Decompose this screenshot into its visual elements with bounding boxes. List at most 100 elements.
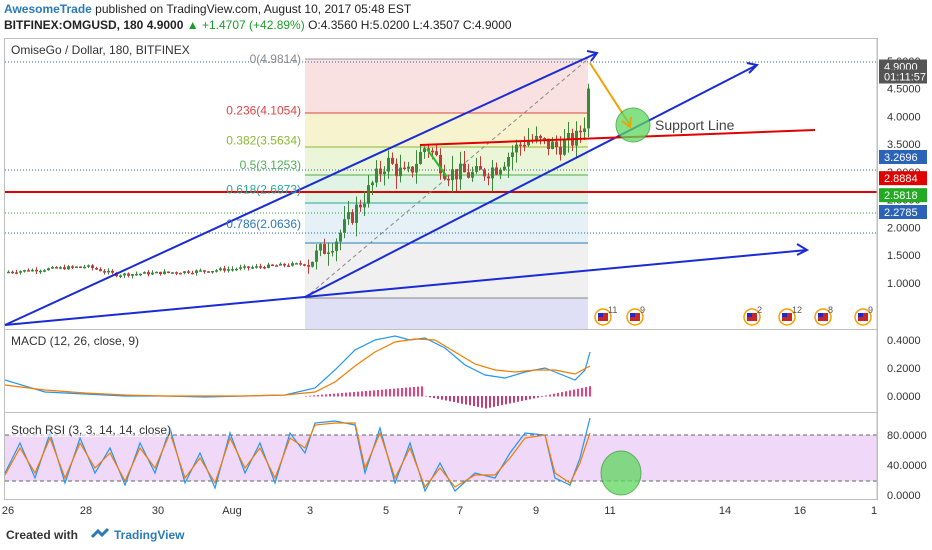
candle [435, 144, 438, 157]
main-pane-title: OmiseGo / Dollar, 180, BITFINEX [11, 43, 190, 57]
macd-histogram-bar [521, 396, 523, 401]
candle [563, 129, 566, 156]
macd-pane[interactable]: 0.4000 0.2000 0.0000 MACD (12, 26, close, … [4, 329, 921, 413]
macd-histogram-bar [581, 387, 583, 397]
candle [359, 199, 362, 212]
candle [399, 154, 402, 183]
fib-level-label: 0.786(2.0636) [226, 217, 301, 231]
candle [267, 262, 270, 269]
rsi-tick-label: 40.0000 [887, 460, 927, 472]
macd-histogram-bar [425, 396, 427, 397]
economic-event-flag-icon[interactable]: 9 [854, 305, 873, 326]
economic-event-flag-icon[interactable]: 11 [594, 305, 617, 326]
price-tick-label: 1.5000 [887, 250, 921, 262]
candle [95, 266, 98, 270]
svg-text:2.5818: 2.5818 [884, 190, 918, 202]
candle [155, 271, 158, 274]
candle [19, 270, 22, 275]
candle [171, 272, 174, 274]
candle [51, 265, 54, 270]
stoch-rsi-pane-title: Stoch RSI (3, 3, 14, 14, close) [11, 423, 172, 437]
candle [423, 146, 426, 159]
time-tick-label: 3 [307, 505, 313, 517]
candle [483, 167, 486, 181]
economic-event-flag-icon[interactable]: 2 [743, 305, 762, 326]
candle [187, 269, 190, 274]
economic-event-flag-icon[interactable]: 12 [778, 305, 802, 326]
economic-event-flag-icon[interactable]: 8 [814, 305, 833, 326]
fib-level-label: 0.5(3.1253) [240, 158, 301, 172]
candle [199, 268, 202, 272]
candle [207, 271, 210, 273]
macd-histogram-bar [481, 396, 483, 408]
macd-histogram-bar [409, 387, 411, 397]
price-tick-label: 4.5000 [887, 84, 921, 96]
macd-histogram-bar [561, 392, 563, 397]
time-tick-label: 28 [80, 505, 92, 517]
candle [195, 269, 198, 276]
price-pane[interactable]: 0(4.9814) 0.236(4.1054) 0.382(3.5634) 0.5(3… [4, 38, 927, 330]
change-text: +1.4707 (+42.89%) [201, 18, 305, 32]
candle [47, 267, 50, 271]
macd-histogram-bar [589, 386, 591, 397]
candle [479, 156, 482, 170]
macd-histogram-bar [493, 396, 495, 407]
tradingview-brand-link[interactable]: TradingView [114, 528, 185, 542]
candle [7, 270, 10, 274]
tradingview-logo-icon [90, 527, 110, 544]
author-name[interactable]: AwesomeTrade [4, 2, 92, 16]
candle [251, 265, 254, 269]
candle [67, 264, 70, 270]
candle [27, 268, 30, 272]
macd-histogram-bar [529, 396, 531, 400]
candle [111, 269, 114, 275]
svg-text:2.2785: 2.2785 [884, 207, 918, 219]
candle [475, 157, 478, 174]
svg-text:2: 2 [757, 305, 762, 315]
macd-histogram-bar [317, 395, 319, 397]
candle [31, 268, 34, 272]
time-tick-label: 5 [383, 505, 389, 517]
time-axis: 26 28 30 Aug 3 5 7 9 11 14 16 1 [2, 505, 877, 517]
macd-histogram-bar [305, 396, 307, 397]
macd-histogram-bar [341, 393, 343, 397]
macd-histogram-bar [413, 387, 415, 397]
fib-level-label: 0.618(2.6873) [226, 182, 301, 196]
candle [459, 151, 462, 190]
candle [303, 263, 306, 267]
candle [487, 172, 490, 186]
symbol-line: BITFINEX:OMGUSD, 180 4.9000 ▲ +1.4707 (+… [4, 18, 512, 32]
candle [55, 266, 58, 269]
macd-histogram-bar [541, 396, 543, 397]
candle [415, 150, 418, 184]
candle [99, 267, 102, 272]
candle [323, 238, 326, 255]
stoch-rsi-pane[interactable]: 80.0000 40.0000 0.0000 Stoch RSI (3, 3, 14… [4, 412, 927, 502]
candle [203, 270, 206, 274]
candle [347, 201, 350, 225]
candle [259, 263, 262, 269]
time-tick-label: 14 [719, 505, 731, 517]
candle [547, 138, 550, 156]
candle [419, 144, 422, 165]
macd-histogram-bar [469, 396, 471, 406]
time-tick-label: 7 [457, 505, 463, 517]
candle [331, 243, 334, 257]
candle [23, 269, 26, 273]
economic-event-flag-icon[interactable]: 9 [626, 305, 645, 326]
time-tick-label: Aug [222, 505, 242, 517]
candle [403, 161, 406, 170]
macd-tick-label: 0.0000 [887, 391, 921, 403]
price-badge: 2.2785 [879, 205, 927, 220]
candle [335, 238, 338, 262]
candle [587, 83, 590, 138]
macd-histogram-bar [557, 392, 559, 397]
candle [175, 271, 178, 276]
candle [291, 261, 294, 267]
candle [255, 264, 258, 269]
candle [159, 271, 162, 276]
macd-histogram-bar [505, 396, 507, 405]
candle [363, 190, 366, 216]
macd-histogram-bar [553, 393, 555, 397]
candle [43, 269, 46, 273]
